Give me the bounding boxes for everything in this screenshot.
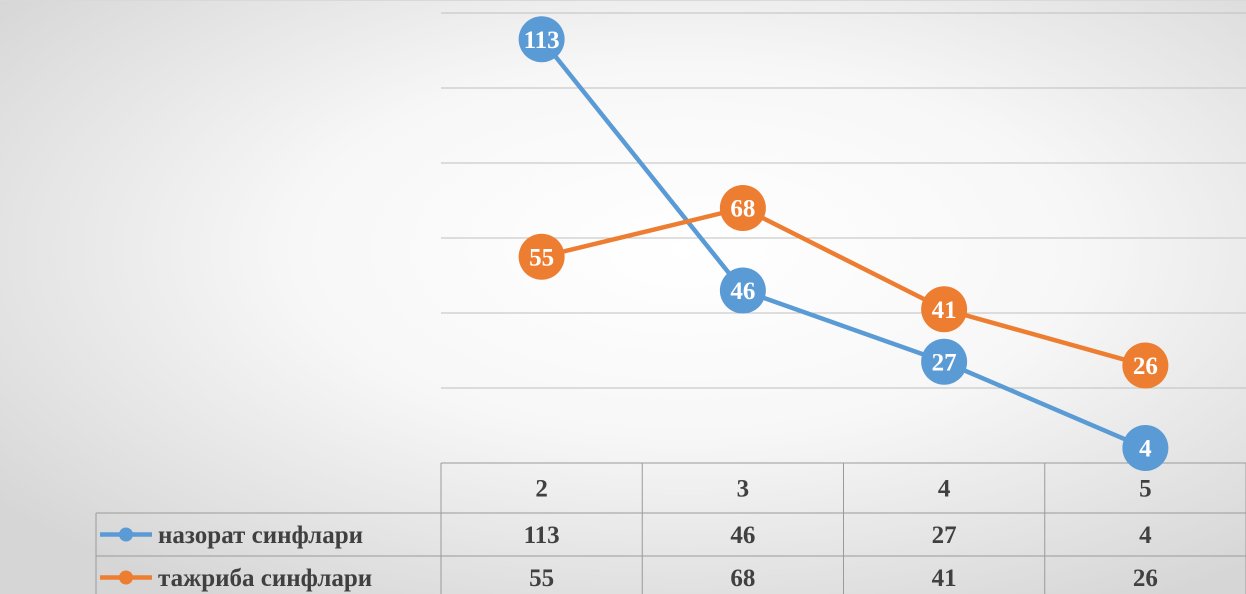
data-label: 4: [1139, 436, 1152, 463]
category-label: 2: [535, 476, 548, 503]
data-label: 46: [730, 278, 755, 305]
category-label: 4: [938, 476, 951, 503]
data-label: 113: [524, 27, 560, 54]
data-point-marker: [921, 286, 968, 333]
data-label: 68: [730, 196, 755, 223]
legend-key-marker: [119, 570, 133, 585]
data-label: 26: [1133, 353, 1158, 380]
category-label: 3: [737, 476, 750, 503]
data-point-marker: [719, 267, 766, 314]
data-label: 55: [529, 244, 554, 271]
data-table: 2 3 4 5 назорат синфлари 113 46 27 4 тажриба синф…: [95, 462, 1246, 594]
table-value-cell: 27: [932, 522, 957, 549]
data-point-marker: [518, 233, 565, 280]
data-point-marker: [719, 185, 766, 231]
data-point-marker: [1122, 425, 1169, 471]
series-layer: 113 46 27 4 55 68 41 26: [518, 16, 1169, 471]
category-label: 5: [1139, 476, 1152, 503]
table-value-cell: 41: [932, 565, 957, 592]
data-label: 27: [932, 349, 957, 376]
table-value-cell: 68: [730, 565, 755, 592]
data-label: 41: [932, 297, 957, 324]
data-point-marker: [921, 338, 968, 385]
data-point-marker: [1122, 342, 1169, 389]
table-value-cell: 4: [1139, 522, 1152, 549]
legend-key-marker: [119, 527, 133, 542]
table-value-cell: 55: [529, 565, 554, 592]
table-value-cell: 46: [730, 522, 755, 549]
legend-series-name: назорат синфлари: [158, 522, 363, 549]
series-line-1: [539, 37, 1148, 451]
gridlines: [441, 12, 1246, 389]
series-line-2: [539, 205, 1148, 368]
legend-series-name: тажриба синфлари: [158, 565, 372, 592]
data-point-marker: [518, 16, 565, 63]
table-value-cell: 113: [524, 522, 560, 549]
table-value-cell: 26: [1133, 565, 1158, 592]
